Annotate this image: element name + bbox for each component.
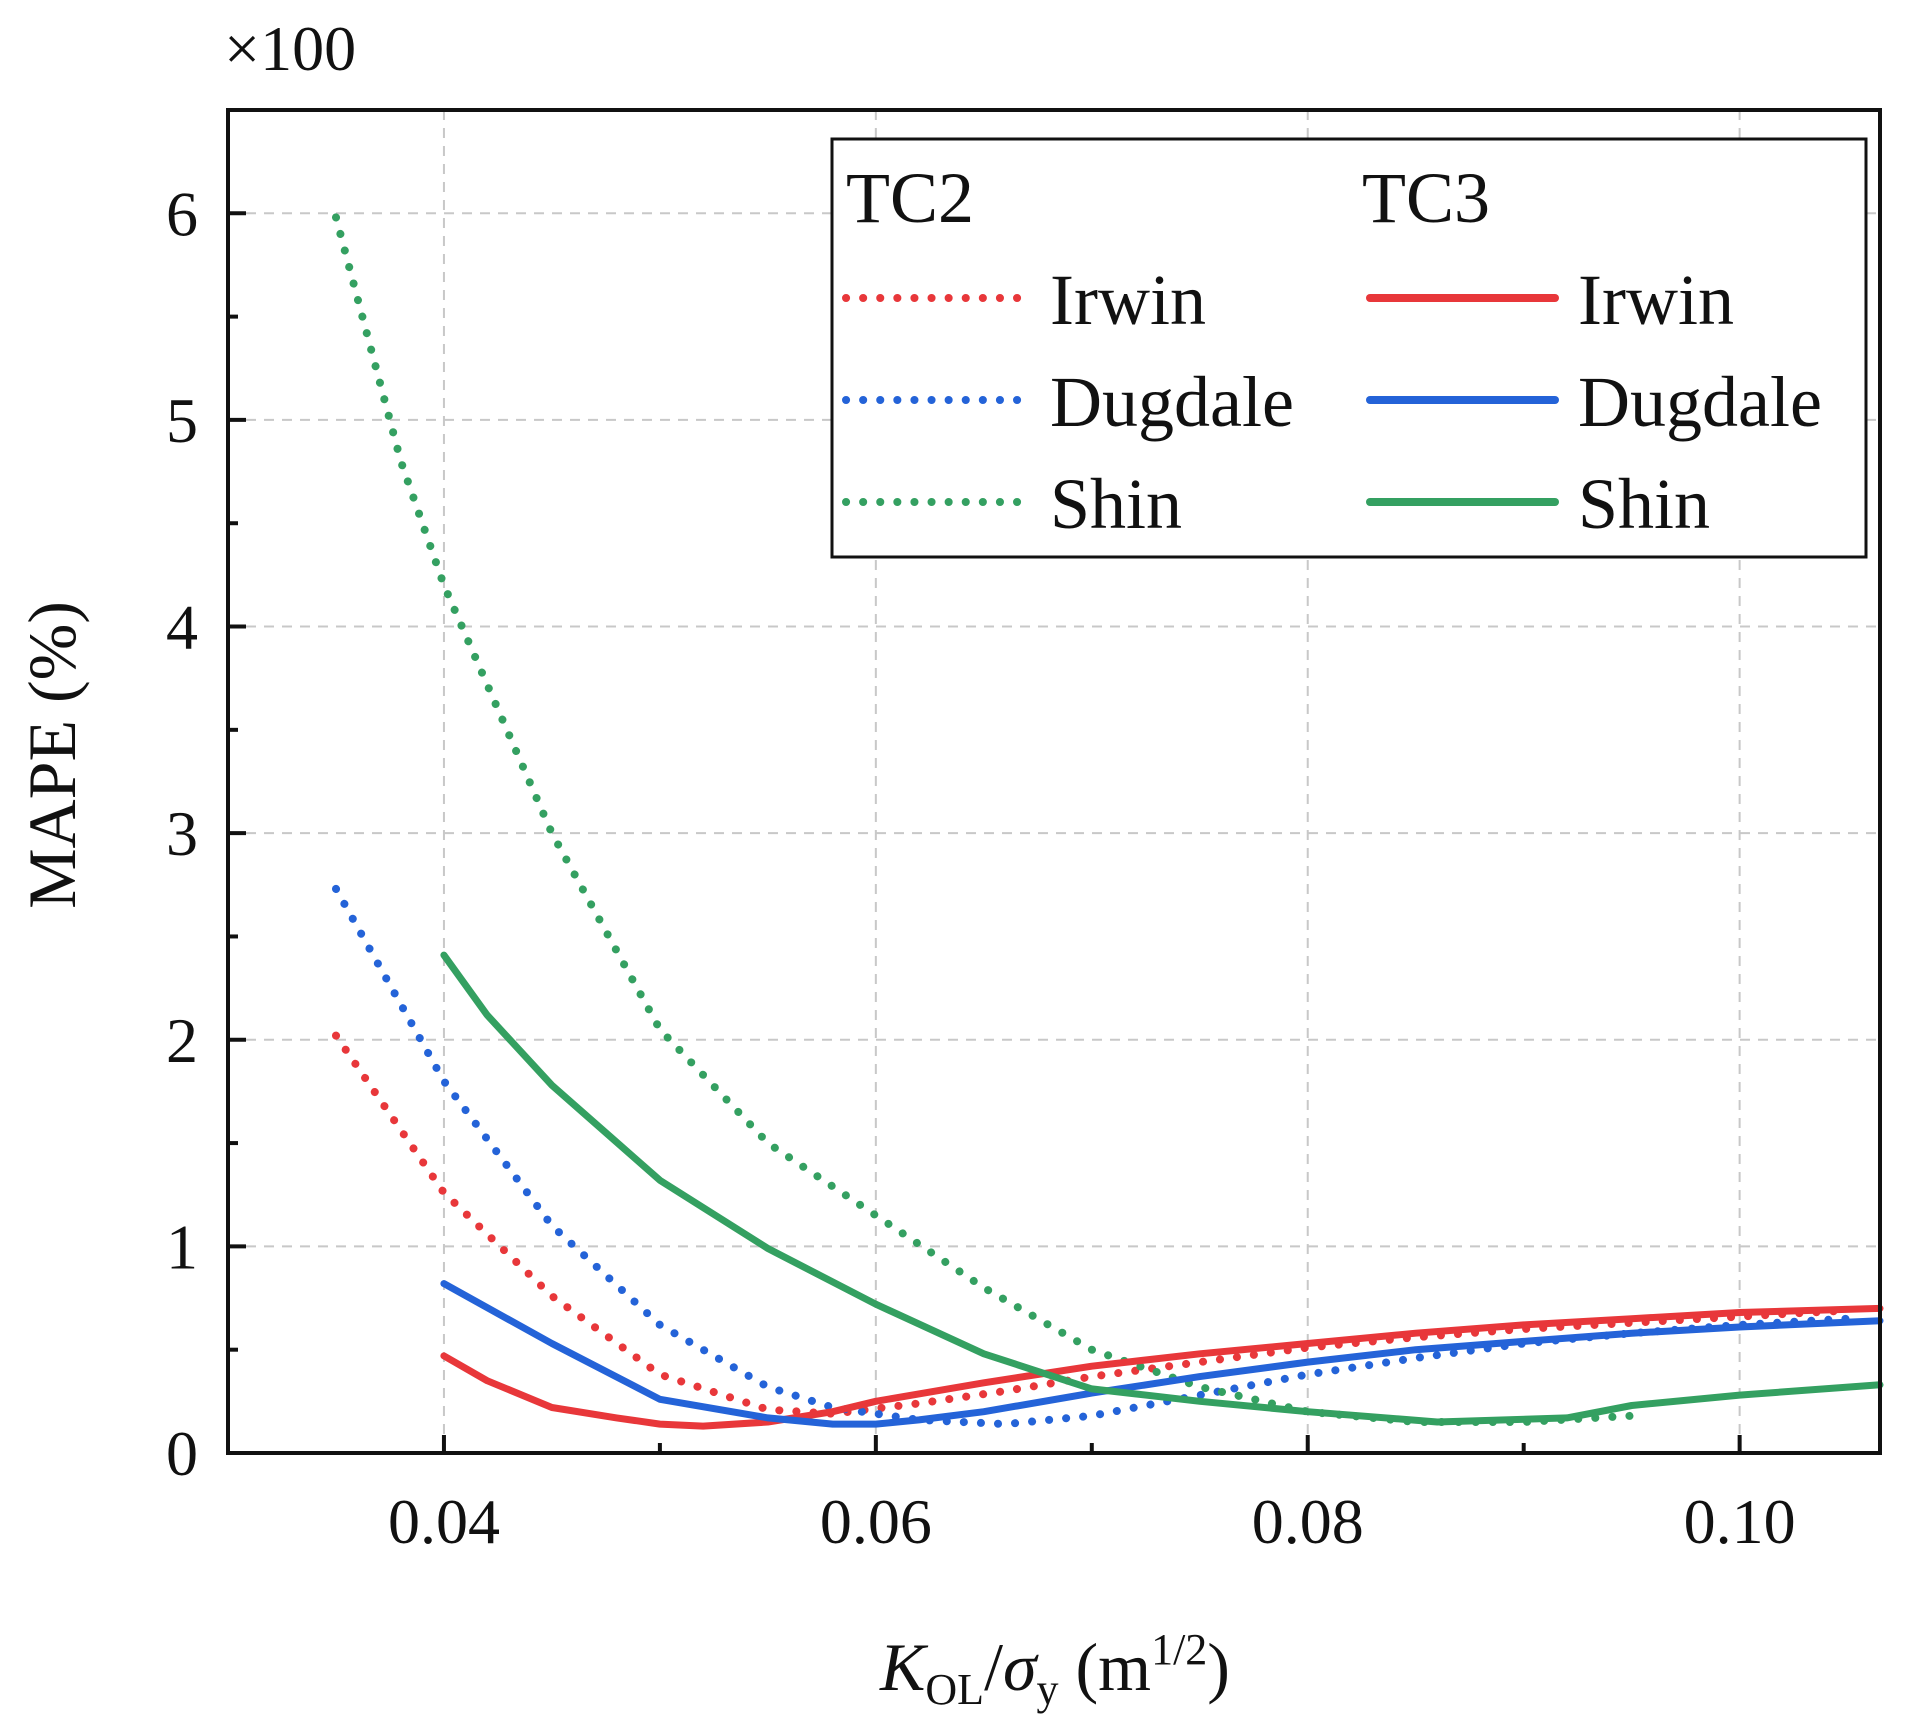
legend-title-tc3: TC3 [1362, 158, 1490, 238]
ticks: 0.04 0.06 0.08 0.10 0 1 2 3 4 5 6 [166, 178, 1796, 1557]
legend: TC2 TC3 Irwin Dugdale Shin Irwin Dugdale Shin [830, 137, 1868, 559]
x-label-sub-ol: OL [925, 1665, 984, 1714]
y-tick-label: 3 [166, 798, 198, 869]
x-label-unit-close: ) [1207, 1629, 1230, 1705]
legend-label-tc2-irwin: Irwin [1050, 260, 1206, 340]
x-axis-label: KOL/σy (m1/2) [879, 1625, 1230, 1714]
x-label-sub-y: y [1037, 1665, 1059, 1714]
x-tick-label: 0.08 [1252, 1486, 1364, 1557]
y-multiplier-label: ×100 [224, 13, 356, 84]
legend-label-tc3-shin: Shin [1578, 464, 1710, 544]
x-label-k: K [879, 1629, 929, 1705]
x-label-unit-open: (m [1059, 1629, 1152, 1705]
legend-label-tc3-irwin: Irwin [1578, 260, 1734, 340]
y-tick-label: 0 [166, 1418, 198, 1489]
y-tick-label: 1 [166, 1211, 198, 1282]
series-layer [332, 213, 1884, 1430]
series-line-tc2-dugdale [332, 884, 1852, 1429]
x-tick-label: 0.06 [820, 1486, 932, 1557]
series-line-tc3-dugdale [440, 1280, 1884, 1428]
y-tick-label: 2 [166, 1005, 198, 1076]
y-tick-label: 4 [166, 592, 198, 663]
series-line-tc3-shin [440, 951, 1884, 1426]
x-label-unit-sup: 1/2 [1151, 1625, 1207, 1674]
legend-title-tc2: TC2 [846, 158, 974, 238]
legend-label-tc3-dugdale: Dugdale [1578, 362, 1822, 442]
legend-label-tc2-shin: Shin [1050, 464, 1182, 544]
legend-entries: Irwin Dugdale Shin Irwin Dugdale Shin [842, 260, 1822, 544]
plot-frame [226, 108, 1882, 1455]
legend-label-tc2-dugdale: Dugdale [1050, 362, 1294, 442]
x-label-slash: / [984, 1629, 1003, 1705]
legend-box [830, 137, 1868, 559]
x-tick-label: 0.04 [388, 1486, 500, 1557]
y-axis-label: MAPE (%) [14, 601, 90, 909]
y-tick-label: 6 [166, 178, 198, 249]
x-label-sigma: σ [1003, 1629, 1039, 1705]
y-tick-label: 5 [166, 385, 198, 456]
series-line-tc2-shin [332, 213, 1636, 1426]
series-line-tc2-irwin [332, 1031, 1852, 1418]
x-tick-label: 0.10 [1684, 1486, 1796, 1557]
series-line-tc3-irwin [440, 1304, 1884, 1430]
